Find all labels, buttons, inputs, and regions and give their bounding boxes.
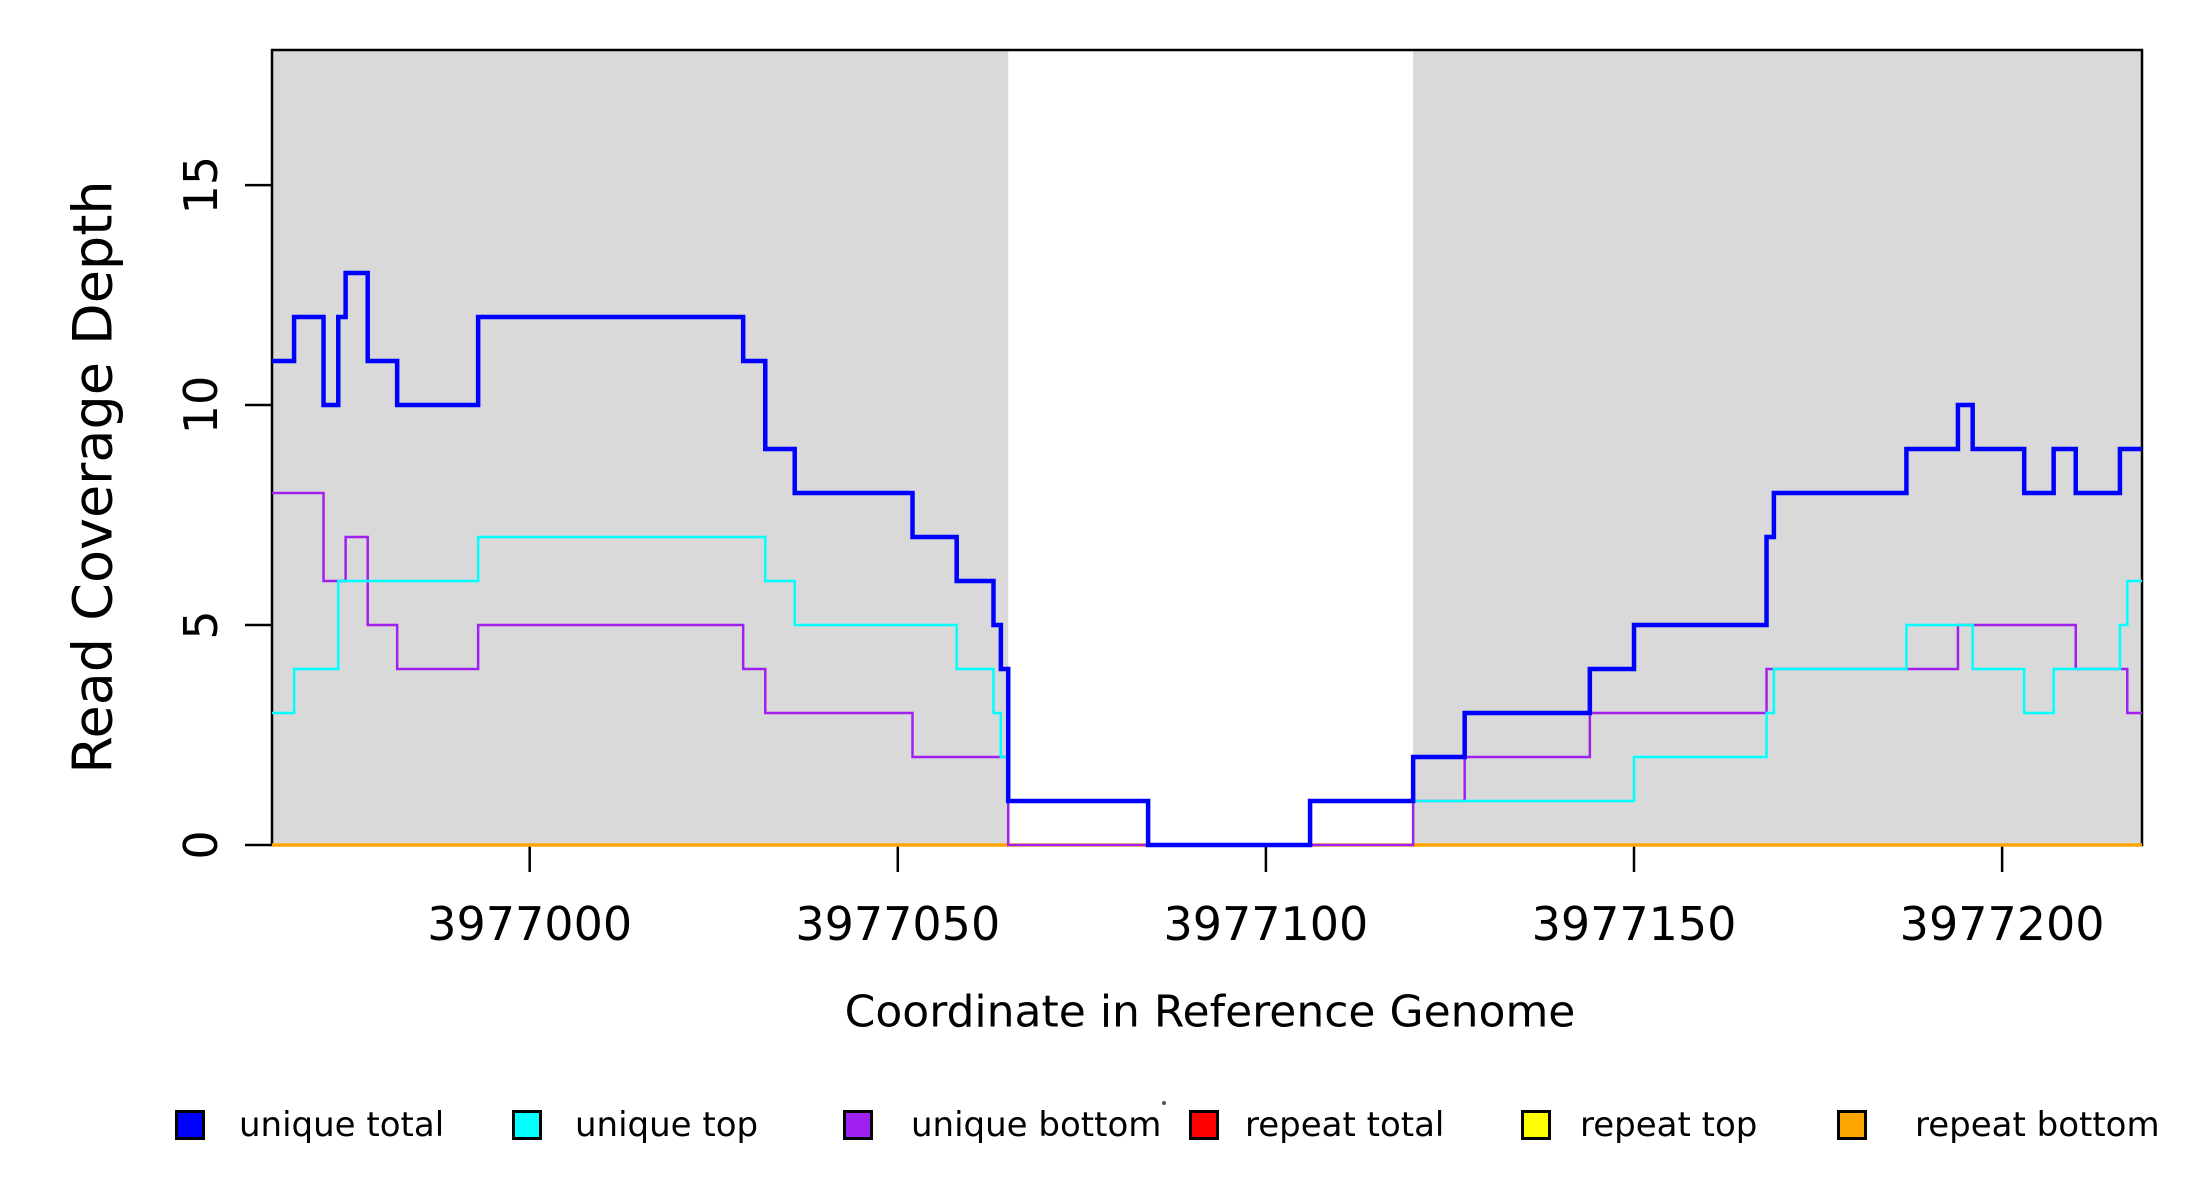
legend-label: unique total (239, 1105, 445, 1145)
y-tick-label: 10 (174, 376, 228, 435)
legend-label: repeat bottom (1915, 1105, 2160, 1145)
legend-label: repeat top (1580, 1105, 1758, 1145)
x-tick-label: 3977050 (795, 897, 1000, 951)
legend-label: unique bottom (911, 1105, 1162, 1145)
legend-swatch-icon (1521, 1110, 1551, 1140)
y-tick-label: 5 (174, 610, 228, 639)
x-tick-label: 3977150 (1532, 897, 1737, 951)
x-tick-label: 3977100 (1163, 897, 1368, 951)
legend-item-unique-bottom: unique bottom (843, 1105, 1161, 1145)
legend-item-repeat-bottom: repeat bottom (1837, 1105, 2160, 1145)
y-tick-label: 0 (174, 830, 228, 859)
legend-swatch-icon (1189, 1110, 1219, 1140)
shaded-region (272, 50, 1009, 845)
legend-swatch-icon (843, 1110, 873, 1140)
stray-dot (1162, 1101, 1166, 1105)
y-tick-label: 15 (174, 156, 228, 215)
y-axis-title: Read Coverage Depth (61, 180, 125, 774)
legend-item-repeat-total: repeat total (1189, 1105, 1444, 1145)
x-tick-label: 3977000 (427, 897, 632, 951)
legend-item-repeat-top: repeat top (1521, 1105, 1757, 1145)
legend-swatch-icon (512, 1110, 542, 1140)
legend-label: unique top (575, 1105, 759, 1145)
series-unique-total (272, 270, 2142, 848)
shaded-region (1413, 50, 2142, 845)
legend-label: repeat total (1245, 1105, 1445, 1145)
legend-item-unique-total: unique total (175, 1105, 444, 1145)
legend-item-unique-top: unique top (512, 1105, 758, 1145)
legend-swatch-icon (175, 1110, 205, 1140)
x-axis-title: Coordinate in Reference Genome (844, 986, 1576, 1038)
legend-swatch-icon (1837, 1110, 1867, 1140)
x-tick-label: 3977200 (1900, 897, 2105, 951)
